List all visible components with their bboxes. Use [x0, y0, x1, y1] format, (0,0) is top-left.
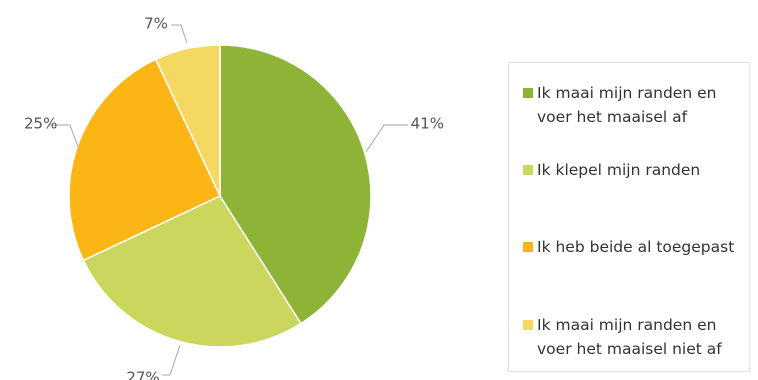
legend-label: Ik heb beide al toegepast	[537, 238, 735, 256]
data-label: 41%	[411, 115, 444, 133]
legend-item-beide: Ik heb beide al toegepast	[523, 235, 747, 259]
data-label: 27%	[126, 369, 159, 380]
pie-slice-3	[68, 58, 221, 262]
legend-label: Ik klepel mijn randen	[537, 161, 701, 179]
pie-slice-2	[82, 195, 302, 348]
pie-slice-1	[219, 44, 372, 325]
data-labels: 41% 27% 25% 7%	[24, 15, 444, 380]
data-label: 7%	[144, 15, 168, 33]
leader-line	[49, 124, 79, 148]
leader-line	[171, 24, 188, 44]
legend-swatch	[523, 165, 533, 175]
legend-swatch	[523, 320, 533, 330]
legend-item-maai-afvoer: Ik maai mijn randen en voer het maaisel …	[523, 81, 747, 129]
legend-label: Ik maai mijn randen en voer het maaisel …	[537, 316, 722, 358]
legend-item-maai-niet-afvoer: Ik maai mijn randen en voer het maaisel …	[523, 313, 747, 361]
leader-line	[162, 344, 181, 376]
chart-legend: Ik maai mijn randen en voer het maaisel …	[508, 62, 750, 372]
pie-slice-4	[154, 44, 221, 197]
legend-swatch	[523, 88, 533, 98]
data-label: 25%	[24, 115, 57, 133]
legend-label: Ik maai mijn randen en voer het maaisel …	[537, 84, 717, 126]
leader-line	[365, 124, 408, 153]
pie-slices	[68, 44, 372, 348]
legend-item-klepel: Ik klepel mijn randen	[523, 158, 747, 182]
leader-lines	[49, 24, 408, 376]
legend-swatch	[523, 242, 533, 252]
